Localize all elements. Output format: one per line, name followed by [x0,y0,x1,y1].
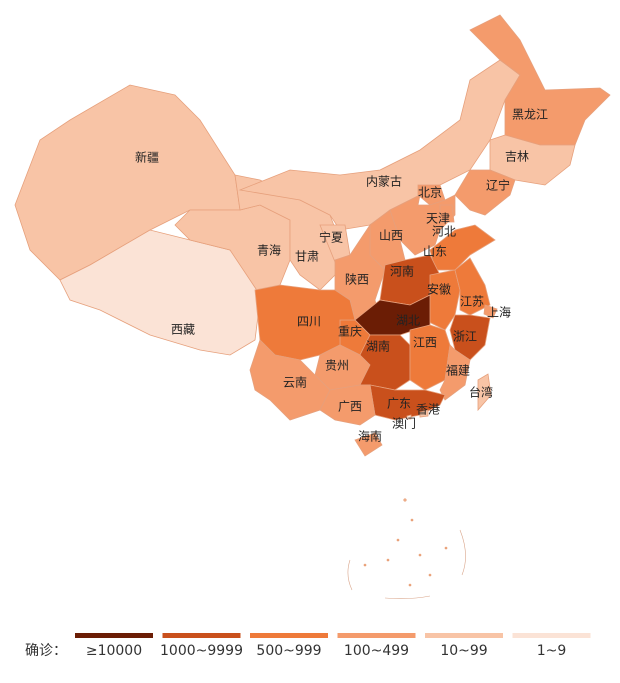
south-sea-islands [347,498,466,599]
legend-swatch [512,633,591,638]
region-label: 香港 [416,403,440,417]
region-label: 新疆 [135,150,159,165]
legend-title: 确诊： [25,643,67,659]
legend-label: ≥10000 [86,643,142,659]
legend: 确诊： ≥10000 1000~9999 500~999 100~499 10~99 1~… [25,633,591,659]
region [483,304,498,319]
legend-swatch [425,633,503,638]
region-label: 陕西 [345,272,369,287]
legend-swatch [162,633,241,638]
region-label: 山东 [423,245,447,259]
region [469,14,611,146]
region-label: 青海 [257,243,281,258]
region [419,409,429,418]
region-label: 贵州 [325,359,349,373]
region-label: 湖北 [396,313,420,328]
legend-label: 500~999 [256,643,321,659]
region [477,373,492,412]
region-label: 天津 [426,212,450,226]
legend-label: 100~499 [344,643,409,659]
region-label: 四川 [297,315,321,329]
region-label: 宁夏 [319,230,343,245]
region [354,432,383,457]
legend-swatch [250,633,328,638]
region [439,344,471,401]
region-label: 山西 [379,229,403,243]
region-label: 江西 [413,336,437,350]
region-label: 河北 [432,225,456,239]
region-label: 上海 [487,305,511,320]
legend-label: 1~9 [537,643,567,659]
region-label: 北京 [418,186,442,200]
region-label: 河南 [390,264,414,279]
region [59,229,261,356]
region-label: 湖南 [366,339,390,354]
region-label: 台湾 [469,385,493,400]
legend-swatch [337,633,416,638]
legend-label: 1000~9999 [160,643,243,659]
region-label: 内蒙古 [366,174,402,189]
region [389,194,456,256]
regions [14,14,611,457]
region-label: 江苏 [460,295,484,309]
region-label: 浙江 [453,330,477,344]
region-label: 甘肃 [295,250,319,264]
region-label: 广西 [338,400,362,414]
legend-swatch [75,633,153,638]
region-label: 澳门 [392,416,416,431]
region [429,224,496,271]
region-label: 福建 [446,363,470,378]
region-label: 广东 [387,397,411,411]
region-label: 海南 [358,429,382,444]
region [454,169,516,216]
region [439,204,455,223]
region [406,414,412,420]
region [319,384,376,426]
region-label: 重庆 [338,325,362,339]
region-label: 吉林 [505,150,529,164]
legend-label: 10~99 [440,643,487,659]
region [449,314,491,361]
region [454,257,491,316]
region-label: 西藏 [171,323,195,337]
region-label: 云南 [283,375,307,390]
region-label: 安徽 [427,282,451,297]
region-label: 黑龙江 [512,108,548,122]
region-label: 辽宁 [486,178,510,193]
